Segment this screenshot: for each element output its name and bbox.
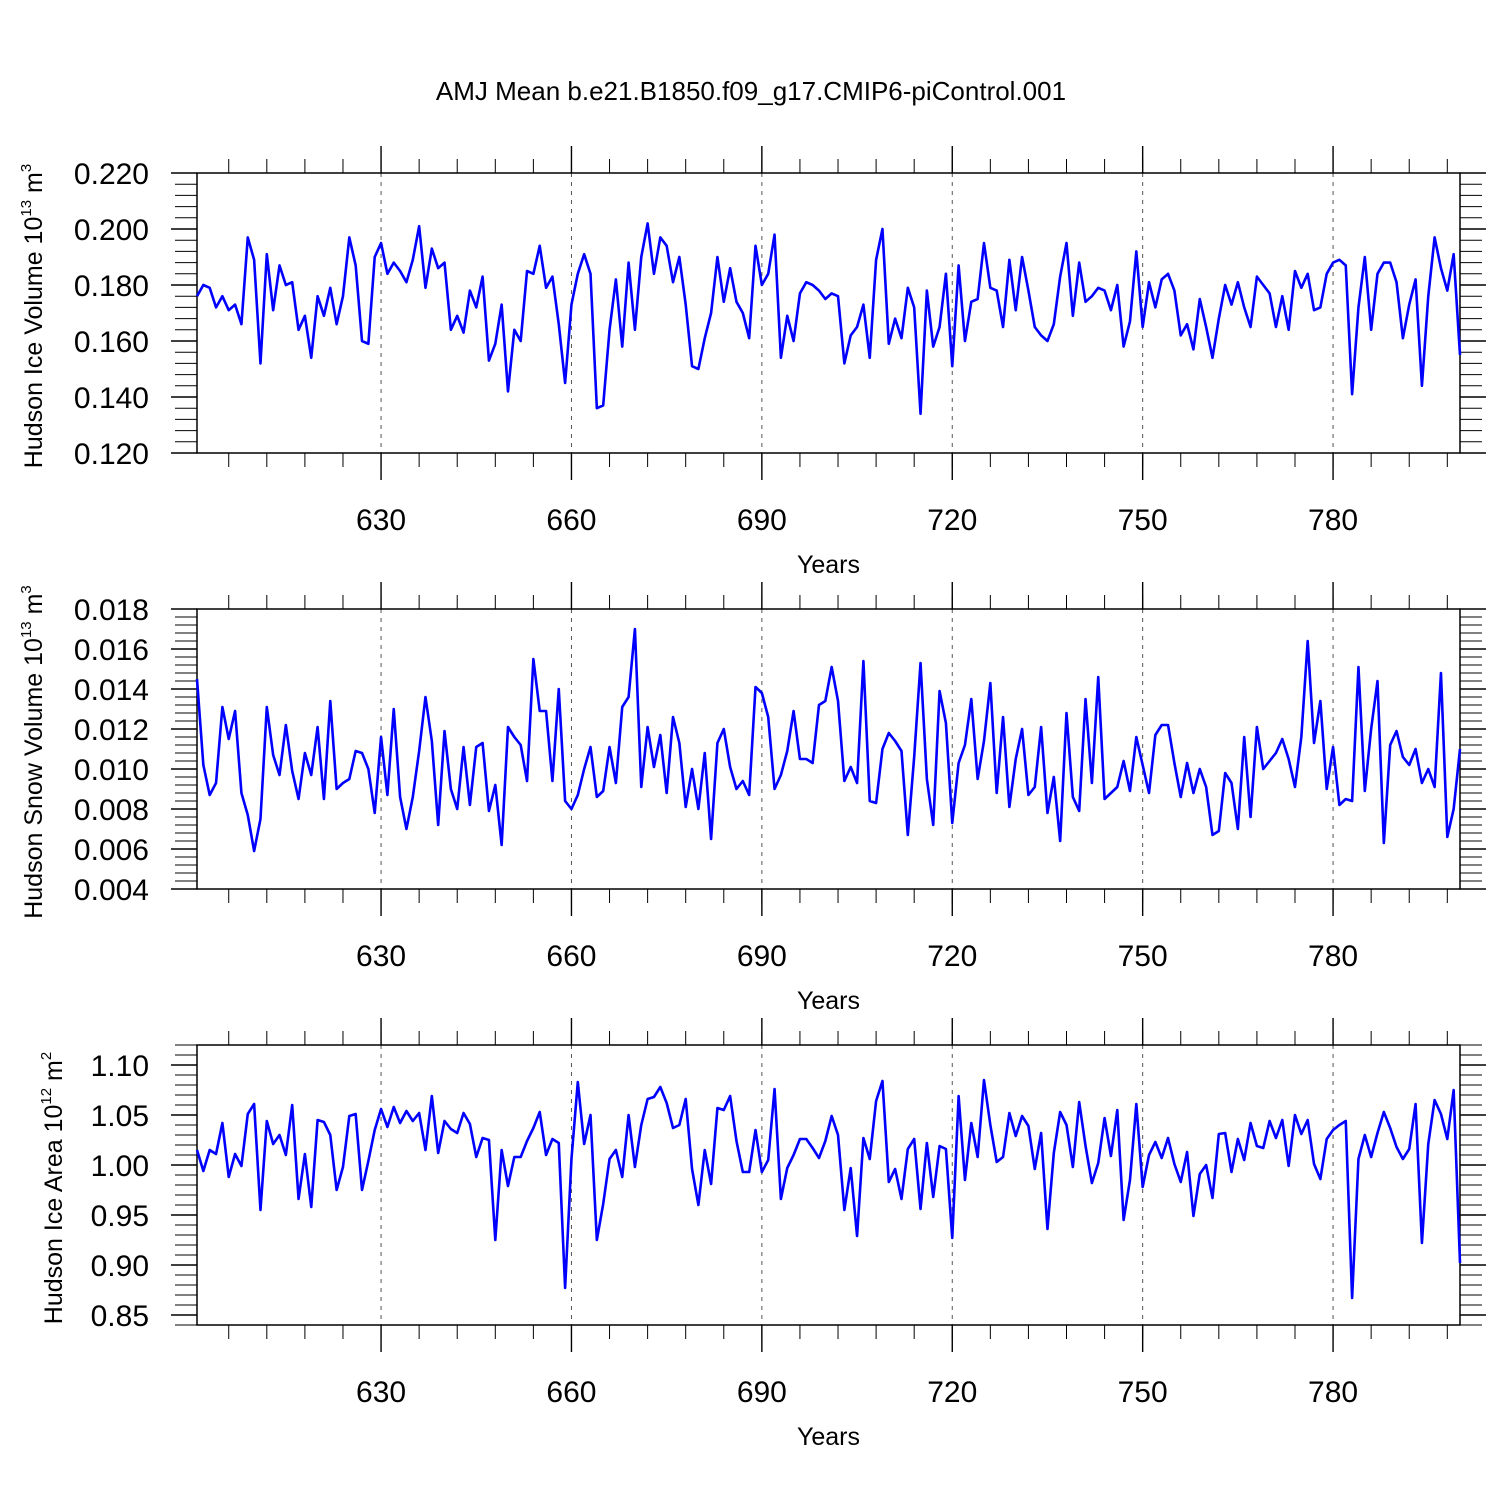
y-axis-label-exponent: 13 — [18, 621, 35, 638]
y-tick-label: 0.120 — [74, 438, 149, 471]
y-axis-label: Hudson Ice Area 1012 m2 — [38, 1052, 68, 1324]
x-tick-label: 630 — [356, 1376, 406, 1409]
chart-title: AMJ Mean b.e21.B1850.f09_g17.CMIP6-piCon… — [436, 76, 1066, 106]
y-axis-label-exponent: 13 — [18, 200, 35, 217]
y-tick-label: 0.220 — [74, 158, 149, 191]
x-tick-label: 720 — [927, 504, 977, 537]
series-line — [195, 1078, 1462, 1300]
x-axis-label: Years — [797, 987, 860, 1015]
x-tick-label: 780 — [1308, 1376, 1358, 1409]
y-tick-label: 1.05 — [91, 1100, 149, 1133]
x-tick-label: 690 — [737, 940, 787, 973]
y-axis-label-unit-exponent: 3 — [18, 585, 35, 593]
panel-ice-volume: 0.120 0.140 0.160 0.180 0.200 0.220 630 660 690 7… — [18, 146, 1486, 579]
y-axis-label: Hudson Ice Volume 1013 m3 — [18, 164, 48, 468]
y-tick-label: 0.008 — [74, 794, 149, 827]
x-axis-label: Years — [797, 1423, 860, 1451]
y-tick-label: 0.014 — [74, 674, 149, 707]
y-tick-label: 0.006 — [74, 834, 149, 867]
x-tick-label: 720 — [927, 940, 977, 973]
series-line — [195, 627, 1462, 853]
x-tick-label: 780 — [1308, 940, 1358, 973]
y-axis-label-unit: m — [20, 594, 48, 622]
y-tick-label: 0.90 — [91, 1250, 149, 1283]
plot-frame — [196, 608, 1461, 890]
x-tick-label: 780 — [1308, 504, 1358, 537]
y-axis-label-main: Hudson Ice Volume 10 — [20, 217, 48, 469]
plot-frame — [196, 1044, 1461, 1326]
y-axis-label-unit-exponent: 3 — [18, 164, 35, 172]
x-tick-label: 750 — [1118, 1376, 1168, 1409]
y-tick-label: 0.95 — [91, 1200, 149, 1233]
y-tick-label: 0.018 — [74, 594, 149, 627]
y-tick-label: 0.160 — [74, 326, 149, 359]
y-axis-label-unit: m — [40, 1060, 68, 1088]
x-tick-label: 720 — [927, 1376, 977, 1409]
x-tick-label: 660 — [546, 1376, 596, 1409]
x-axis-label: Years — [797, 551, 860, 579]
x-tick-label: 660 — [546, 940, 596, 973]
x-tick-label: 630 — [356, 504, 406, 537]
x-tick-label: 630 — [356, 940, 406, 973]
y-axis-label-main: Hudson Snow Volume 10 — [20, 638, 48, 919]
y-axis-label-unit: m — [20, 172, 48, 200]
x-tick-label: 750 — [1118, 504, 1168, 537]
y-tick-label: 0.200 — [74, 214, 149, 247]
y-tick-label: 0.004 — [74, 874, 149, 907]
y-tick-label: 0.140 — [74, 382, 149, 415]
y-tick-label: 1.00 — [91, 1150, 149, 1183]
panel-ice-area: 0.85 0.90 0.95 1.00 1.05 1.10 630 660 690 720 750 7… — [38, 1018, 1486, 1451]
y-tick-label: 1.10 — [91, 1050, 149, 1083]
y-axis-label-main: Hudson Ice Area 10 — [40, 1105, 68, 1325]
y-axis-label-unit-exponent: 2 — [38, 1052, 55, 1060]
y-tick-label: 0.180 — [74, 270, 149, 303]
plot-frame — [196, 172, 1461, 454]
y-tick-label: 0.85 — [91, 1300, 149, 1333]
panel-snow-volume: 0.004 0.006 0.008 0.010 0.012 0.014 0.016 0.018… — [18, 582, 1486, 1015]
y-tick-label: 0.016 — [74, 634, 149, 667]
y-tick-label: 0.010 — [74, 754, 149, 787]
y-axis-label: Hudson Snow Volume 1013 m3 — [18, 585, 48, 919]
x-tick-label: 690 — [737, 504, 787, 537]
x-tick-label: 750 — [1118, 940, 1168, 973]
series-line — [195, 222, 1462, 416]
x-tick-label: 690 — [737, 1376, 787, 1409]
y-tick-label: 0.012 — [74, 714, 149, 747]
x-tick-label: 660 — [546, 504, 596, 537]
y-axis-label-exponent: 12 — [38, 1088, 55, 1105]
